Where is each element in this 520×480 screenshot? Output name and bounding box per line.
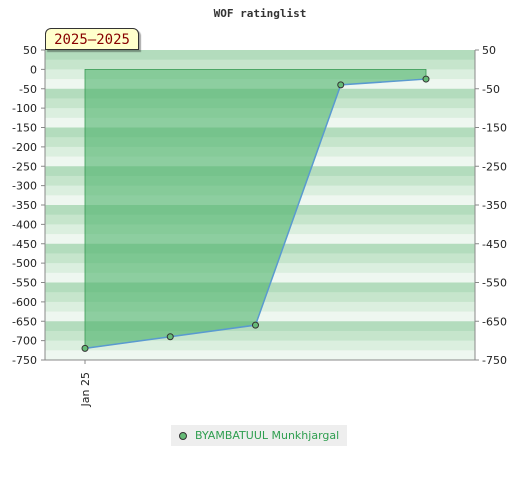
data-point[interactable] [252, 321, 259, 329]
y-tick-label-right: -550 [482, 277, 507, 290]
background-band [45, 321, 475, 332]
x-axis: Jan 25 [45, 359, 475, 407]
background-band [45, 50, 475, 61]
y-tick-label-left: -550 [12, 277, 37, 290]
y-tick-label-right: -450 [482, 238, 507, 251]
background-band [45, 330, 475, 342]
y-tick-label-left: -200 [12, 141, 37, 154]
area-layer [81, 68, 430, 352]
y-tick-label-right: -250 [482, 160, 507, 173]
y-tick-label-right: -150 [482, 122, 507, 135]
y-tick-label-right: 50 [482, 44, 496, 57]
x-tick-label: Jan 25 [79, 372, 92, 407]
legend[interactable]: BYAMBATUUL Munkhjargal [171, 425, 348, 446]
y-tick-label-left: -500 [12, 257, 37, 270]
y-tick-label-left: -700 [12, 335, 37, 348]
y-tick-label-left: -150 [12, 122, 37, 135]
data-point[interactable] [81, 344, 89, 352]
y-tick-label-left: -300 [12, 180, 37, 193]
chart-title: WOF ratinglist [214, 7, 307, 20]
y-tick-label-left: -650 [12, 315, 37, 328]
y-tick-label-left: -400 [12, 218, 37, 231]
background-band [45, 350, 475, 361]
data-point[interactable] [337, 81, 345, 89]
y-tick-label-left: -750 [12, 354, 37, 367]
y-tick-label-left: -450 [12, 238, 37, 251]
legend-marker-icon [179, 431, 187, 440]
y-tick-label-right: -750 [482, 354, 507, 367]
background-band [45, 340, 475, 351]
y-tick-label-right: -350 [482, 199, 507, 212]
legend-label: BYAMBATUUL Munkhjargal [195, 429, 340, 442]
y-tick-label-left: -350 [12, 199, 37, 212]
data-point[interactable] [166, 333, 174, 341]
y-tick-label-right: -50 [482, 83, 500, 96]
background-band [45, 59, 475, 70]
y-tick-label-left: 50 [23, 44, 37, 57]
y-tick-label-left: -600 [12, 296, 37, 309]
y-tick-label-left: 0 [30, 63, 37, 76]
y-axis-right: 50 -50 -150 -250 -350 -450 -550 -650 -750 [474, 44, 507, 367]
y-tick-label-left: -250 [12, 160, 37, 173]
data-point[interactable] [422, 75, 430, 83]
period-label: 2025–2025 [45, 28, 139, 50]
y-tick-label-right: -650 [482, 315, 507, 328]
y-tick-label-left: -100 [12, 102, 37, 115]
background-band [45, 311, 475, 322]
y-axis-left: 50 0 -50 -100 -150 -200 -250 -300 -350 -400 -450 -5… [12, 44, 46, 367]
y-tick-label-left: -50 [19, 83, 37, 96]
